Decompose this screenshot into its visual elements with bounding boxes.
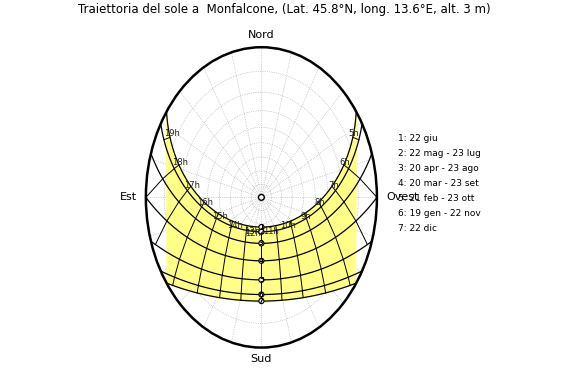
Text: 4: 20 mar - 23 set: 4: 20 mar - 23 set: [398, 179, 479, 188]
Text: 11h: 11h: [263, 227, 279, 236]
Text: 5: 21 feb - 23 ott: 5: 21 feb - 23 ott: [398, 194, 474, 203]
Text: 7: 7: [259, 298, 264, 304]
Text: 3: 3: [259, 240, 264, 246]
Text: 12h: 12h: [245, 229, 261, 238]
Text: 17h: 17h: [184, 181, 200, 190]
Text: 14h: 14h: [227, 221, 243, 230]
Circle shape: [258, 194, 264, 200]
Circle shape: [259, 229, 264, 234]
Text: 9h: 9h: [300, 211, 311, 221]
Circle shape: [259, 298, 264, 304]
Polygon shape: [167, 113, 356, 301]
Text: 3: 20 apr - 23 ago: 3: 20 apr - 23 ago: [398, 164, 479, 173]
Text: 19h: 19h: [164, 129, 180, 138]
Text: Sud: Sud: [251, 355, 272, 365]
Text: 2: 22 mag - 23 lug: 2: 22 mag - 23 lug: [398, 149, 481, 158]
Text: 6: 6: [259, 291, 264, 298]
Text: 13h: 13h: [244, 227, 260, 236]
Text: Est: Est: [119, 192, 137, 203]
Text: 7h: 7h: [328, 181, 339, 190]
Text: 6h: 6h: [340, 158, 351, 167]
Text: 2: 2: [259, 229, 264, 235]
Circle shape: [259, 292, 264, 297]
Text: Nord: Nord: [248, 30, 275, 40]
Text: 18h: 18h: [172, 158, 188, 167]
Text: Ovest: Ovest: [386, 192, 419, 203]
Text: 8h: 8h: [315, 198, 325, 207]
Text: 5: 5: [259, 277, 264, 283]
Text: 5h: 5h: [348, 129, 358, 138]
Circle shape: [259, 258, 264, 263]
Text: 1: 1: [259, 224, 264, 230]
Text: 4: 4: [259, 258, 264, 264]
Circle shape: [259, 277, 264, 283]
Circle shape: [259, 241, 264, 246]
Circle shape: [259, 224, 264, 229]
Text: 6: 19 gen - 22 nov: 6: 19 gen - 22 nov: [398, 209, 480, 218]
Text: 16h: 16h: [197, 198, 213, 207]
Ellipse shape: [146, 47, 377, 348]
Text: 7: 22 dic: 7: 22 dic: [398, 224, 437, 233]
Text: 10h: 10h: [280, 221, 295, 230]
Text: 1: 22 giu: 1: 22 giu: [398, 134, 438, 143]
Title: Traiettoria del sole a  Monfalcone, (Lat. 45.8°N, long. 13.6°E, alt. 3 m): Traiettoria del sole a Monfalcone, (Lat.…: [78, 3, 491, 16]
Text: 15h: 15h: [212, 211, 228, 221]
